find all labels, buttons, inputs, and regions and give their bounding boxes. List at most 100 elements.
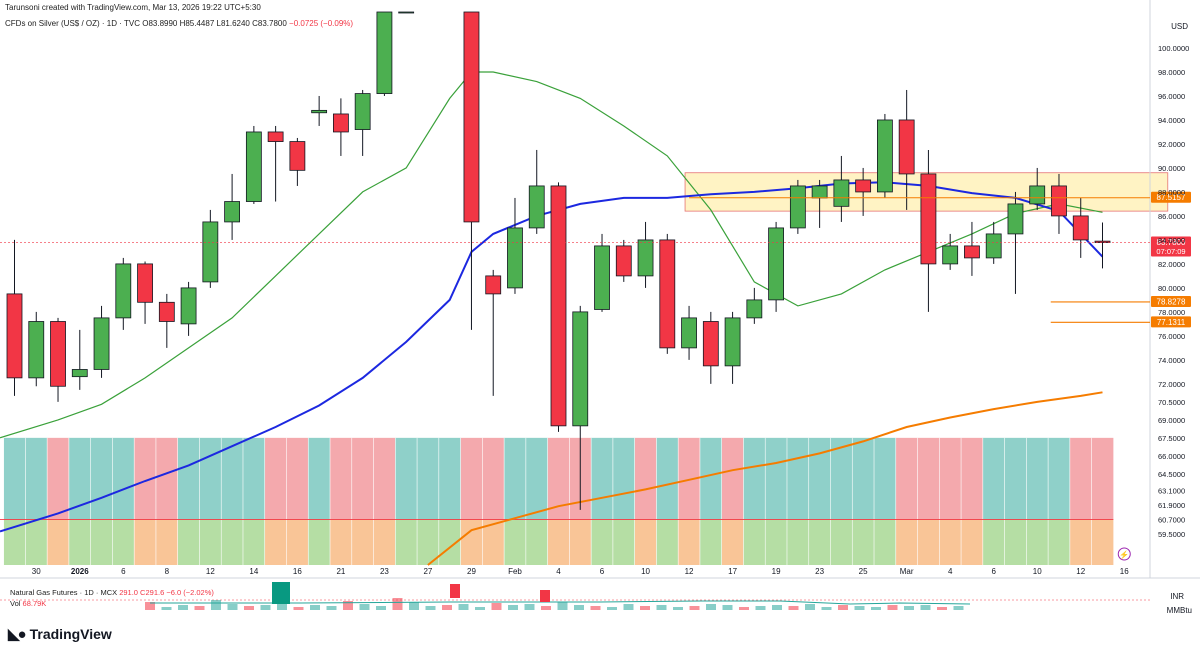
x-tick-label: 2026 xyxy=(71,567,89,576)
tradingview-logo-icon: ◣● xyxy=(8,626,27,643)
sub-volume-bar xyxy=(887,605,898,610)
bg-column-lower xyxy=(569,519,592,565)
bg-column-upper xyxy=(286,437,309,520)
candle-body xyxy=(289,141,306,171)
bg-column-upper xyxy=(830,437,853,520)
y-tick-label: 72.0000 xyxy=(1158,380,1185,389)
volume-value: 68.79K xyxy=(22,599,47,608)
bg-column-upper xyxy=(112,437,135,520)
x-tick-label: 14 xyxy=(249,567,258,576)
sub-volume-bar xyxy=(293,607,304,610)
x-tick-label: 17 xyxy=(728,567,737,576)
sub-volume-bar xyxy=(524,604,535,610)
x-tick-label: 21 xyxy=(336,567,345,576)
sub-volume-bar xyxy=(755,606,766,610)
sub-volume-bar xyxy=(739,607,749,610)
tradingview-logo[interactable]: ◣● TradingView xyxy=(8,625,112,643)
ma-long-line xyxy=(427,391,1103,566)
candle-body xyxy=(180,287,197,325)
bg-column-upper xyxy=(939,437,962,520)
candle-body xyxy=(550,185,567,427)
sub-volume-bar xyxy=(541,606,551,610)
bg-column-lower xyxy=(308,519,331,565)
bg-column-upper xyxy=(1048,437,1070,520)
price-change: −0.0725 (−0.09%) xyxy=(289,19,354,28)
bg-column-upper xyxy=(417,437,439,520)
bg-column-lower xyxy=(199,519,222,565)
candle-body xyxy=(942,245,959,265)
candle-body xyxy=(28,321,45,379)
bg-column-lower xyxy=(765,519,787,565)
bg-column-lower xyxy=(634,519,657,565)
y-tick-label: 82.0000 xyxy=(1158,260,1185,269)
x-tick-label: 25 xyxy=(859,567,868,576)
x-tick-label: 12 xyxy=(206,567,215,576)
candle-body xyxy=(964,245,980,259)
bg-column-upper xyxy=(1026,437,1049,520)
bg-column-lower xyxy=(591,519,613,565)
bg-column-lower xyxy=(961,519,983,565)
sub-volume-bar xyxy=(821,607,832,610)
bg-column-lower xyxy=(460,519,483,565)
candle-body xyxy=(528,185,545,229)
sub-volume-bar xyxy=(673,607,683,610)
candle-body xyxy=(877,119,893,193)
sub-volume-bar xyxy=(178,605,188,610)
currency-label: USD xyxy=(1171,22,1188,31)
bg-column-lower xyxy=(1069,519,1092,565)
bg-column-lower xyxy=(286,519,309,565)
bg-column-lower xyxy=(678,519,700,565)
candle-body xyxy=(833,179,850,207)
y-tick-label: 74.0000 xyxy=(1158,356,1185,365)
x-tick-label: 8 xyxy=(165,567,170,576)
bg-column-lower xyxy=(917,519,940,565)
x-tick-label: 27 xyxy=(423,567,432,576)
y-tick-label: 76.0000 xyxy=(1158,332,1185,341)
x-tick-label: 4 xyxy=(556,567,561,576)
sub-volume-bar xyxy=(475,607,485,610)
sub-volume-bar xyxy=(260,605,271,610)
sub-volume-bar xyxy=(211,600,221,610)
bg-column-lower xyxy=(155,519,178,565)
bg-column-upper xyxy=(330,437,352,520)
sub-volume-bar xyxy=(722,605,733,610)
bg-column-upper xyxy=(852,437,875,520)
sub-volume-bar xyxy=(607,607,617,610)
sub-volume-bar xyxy=(326,606,337,610)
candle-body xyxy=(724,317,741,367)
y-tick-label: 78.0000 xyxy=(1158,308,1185,317)
sub-volume-bar xyxy=(871,607,881,610)
sub-volume-bar xyxy=(425,606,436,610)
bg-column-upper xyxy=(895,437,918,520)
bg-column-lower xyxy=(221,519,243,565)
candle-body xyxy=(855,179,872,193)
sub-candle xyxy=(540,590,550,602)
y-tick-label: 70.5000 xyxy=(1158,398,1185,407)
sub-volume-bar xyxy=(920,605,931,610)
sub-volume-bar xyxy=(409,602,419,610)
sub-volume-bar xyxy=(343,601,353,610)
candle-body xyxy=(1051,185,1067,217)
candle-body xyxy=(224,201,241,223)
bg-column-upper xyxy=(874,437,896,520)
bg-column-upper xyxy=(808,437,831,520)
sub-volume-bar xyxy=(145,602,155,610)
sub-volume-bar xyxy=(838,605,848,610)
candle-body xyxy=(158,301,175,322)
bg-column-lower xyxy=(373,519,396,565)
bg-column-upper xyxy=(917,437,940,520)
candle-body xyxy=(702,321,719,367)
bg-column-upper xyxy=(1004,437,1027,520)
bg-column-upper xyxy=(525,437,548,520)
sub-volume-bar xyxy=(508,605,518,610)
bg-column-upper xyxy=(678,437,700,520)
bg-column-upper xyxy=(47,437,69,520)
x-tick-label: Mar xyxy=(900,567,914,576)
ma-short-line xyxy=(0,71,1103,439)
bg-column-upper xyxy=(68,437,91,520)
tradingview-logo-text: TradingView xyxy=(29,626,112,642)
sub-volume-bar xyxy=(557,602,568,610)
sub-volume-bar xyxy=(953,606,964,610)
bg-column-upper xyxy=(656,437,679,520)
